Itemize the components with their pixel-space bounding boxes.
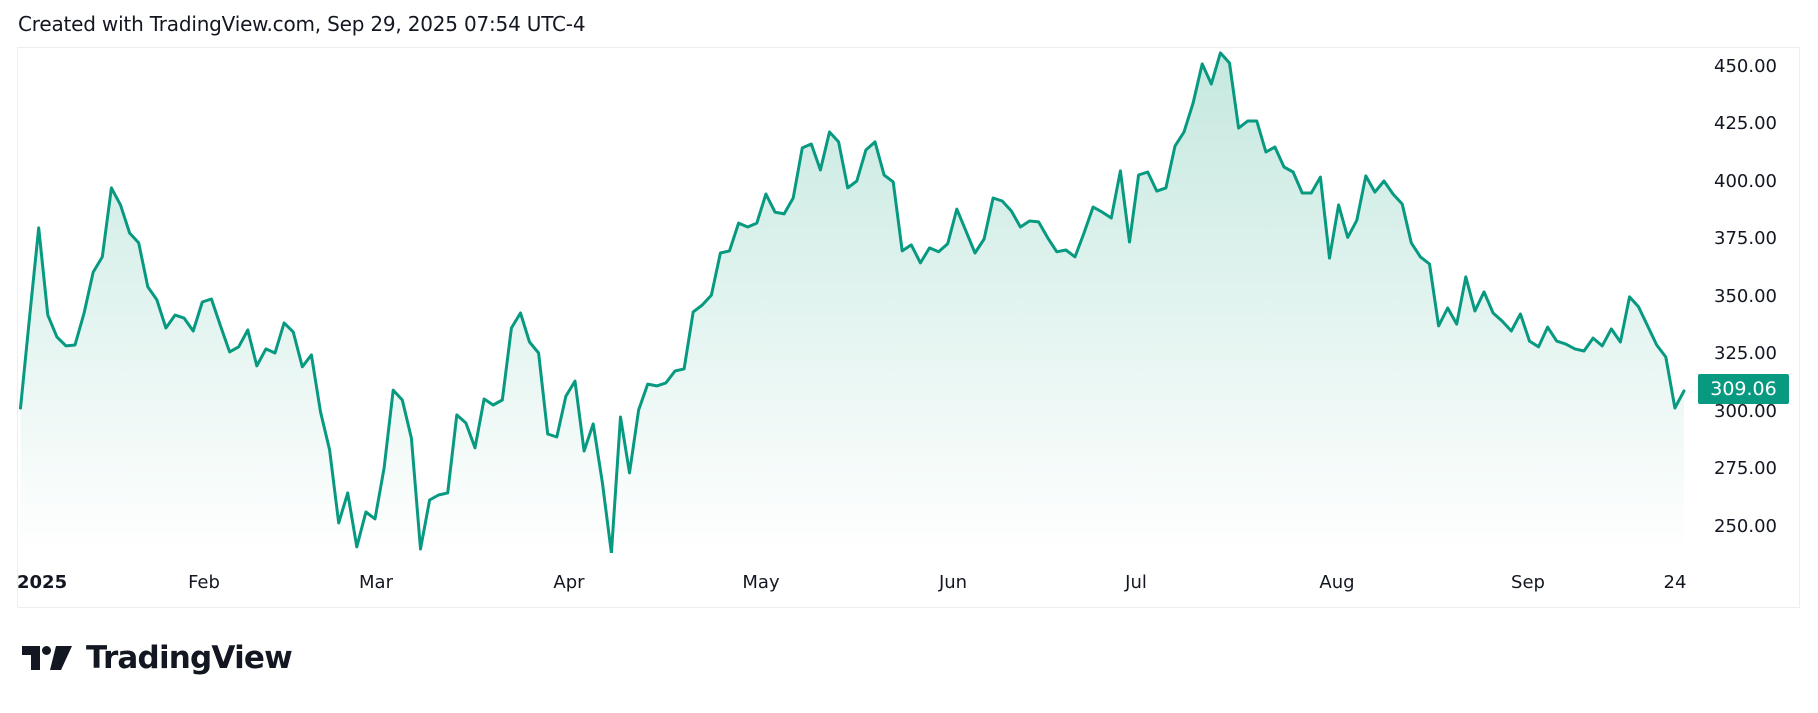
- tradingview-wordmark: TradingView: [86, 640, 293, 676]
- time-axis-tick: Aug: [1319, 572, 1355, 593]
- price-axis-tick: 250.00: [1714, 515, 1777, 537]
- price-axis-tick: 450.00: [1714, 55, 1777, 77]
- price-line: [19, 51, 1686, 553]
- tradingview-logo[interactable]: TradingView: [22, 640, 293, 676]
- last-price-value: 309.06: [1710, 378, 1777, 400]
- time-axis-tick: 2025: [17, 572, 68, 593]
- time-axis-tick: Jul: [1125, 572, 1147, 593]
- price-axis-tick: 325.00: [1714, 343, 1777, 365]
- time-axis-tick: 24: [1663, 572, 1687, 593]
- time-axis-tick: Apr: [553, 572, 585, 593]
- time-axis-tick: Feb: [188, 572, 220, 593]
- tradingview-logo-icon: [22, 646, 72, 670]
- price-axis-tick: 275.00: [1714, 458, 1777, 480]
- price-axis-tick: 425.00: [1714, 113, 1777, 135]
- time-axis-tick: Mar: [359, 572, 393, 593]
- price-axis-tick: 350.00: [1714, 285, 1777, 307]
- time-axis-tick: Sep: [1511, 572, 1545, 593]
- chart-frame: [17, 47, 1800, 608]
- price-axis-tick: 300.00: [1714, 400, 1777, 422]
- attribution-header: Created with TradingView.com, Sep 29, 20…: [18, 12, 586, 36]
- time-axis-tick: May: [742, 572, 780, 593]
- price-axis-tick: 375.00: [1714, 228, 1777, 250]
- price-area-fill: [20, 52, 1684, 553]
- price-axis-tick: 400.00: [1714, 170, 1777, 192]
- time-axis-tick: Jun: [938, 572, 968, 593]
- last-price-label: 309.06: [1698, 374, 1789, 404]
